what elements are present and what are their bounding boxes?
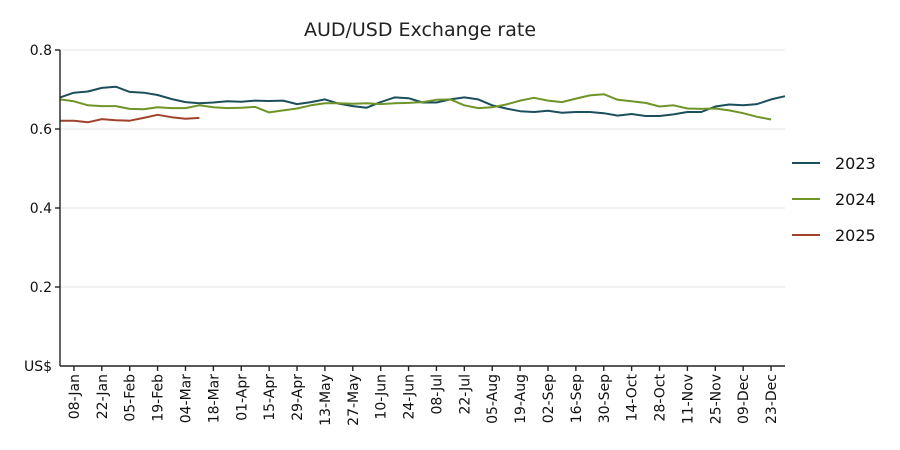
x-tick-label: 27-May — [346, 374, 362, 426]
x-tick-label: 15-Apr — [262, 374, 278, 421]
x-tick-label: 25-Nov — [708, 374, 724, 424]
y-axis-ticks: 0.8 0.6 0.4 0.2 — [30, 43, 60, 296]
x-tick-label: 19-Feb — [151, 374, 167, 422]
x-tick-label: 11-Nov — [680, 374, 696, 424]
x-tick-label: 19-Aug — [513, 374, 529, 424]
x-tick-label: 09-Dec — [736, 374, 752, 424]
y-tick-label: 0.4 — [30, 201, 52, 217]
y-tick-label: 0.8 — [30, 43, 52, 59]
y-tick-label: 0.2 — [30, 280, 52, 296]
x-tick-label: 24-Jun — [402, 374, 418, 420]
y-tick-label: 0.6 — [30, 122, 52, 138]
chart-title: AUD/USD Exchange rate — [304, 19, 536, 41]
x-tick-label: 28-Oct — [653, 373, 669, 421]
series-line-2025 — [60, 113, 200, 124]
x-tick-label: 10-Jun — [374, 374, 390, 420]
x-axis-ticks: 08-Jan 22-Jan 05-Feb 19-Feb 04-Mar 18-Mar 01-A… — [67, 366, 780, 426]
x-tick-label: 22-Jul — [457, 374, 473, 415]
x-tick-label: 18-Mar — [206, 374, 222, 424]
x-tick-label: 08-Jul — [429, 374, 445, 415]
y-axis-unit-label: US$ — [24, 359, 52, 375]
x-tick-label: 23-Dec — [764, 374, 780, 424]
x-tick-label: 05-Aug — [485, 374, 501, 424]
x-tick-label: 16-Sep — [569, 374, 585, 423]
x-tick-label: 22-Jan — [95, 374, 111, 419]
x-tick-label: 01-Apr — [234, 374, 250, 421]
x-tick-label: 13-May — [318, 374, 334, 426]
legend-entry-label: 2024 — [835, 190, 876, 209]
x-tick-label: 14-Oct — [625, 373, 641, 421]
legend-entry-label: 2023 — [835, 154, 876, 173]
x-tick-label: 04-Mar — [178, 374, 194, 424]
series-line-2024 — [59, 93, 772, 121]
x-tick-label: 29-Apr — [290, 374, 306, 421]
x-tick-label: 05-Feb — [123, 374, 139, 422]
series-lines — [59, 85, 786, 124]
grid-lines — [60, 49, 785, 288]
legend-entry-label: 2025 — [835, 226, 876, 245]
x-tick-label: 08-Jan — [67, 374, 83, 419]
legend: 2023 2024 2025 — [792, 154, 876, 245]
x-tick-label: 02-Sep — [541, 374, 557, 423]
x-tick-label: 30-Sep — [597, 374, 613, 423]
